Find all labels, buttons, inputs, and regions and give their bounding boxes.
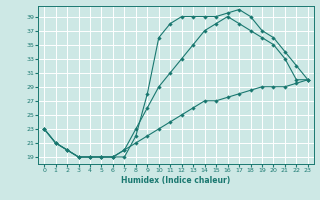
X-axis label: Humidex (Indice chaleur): Humidex (Indice chaleur) <box>121 176 231 185</box>
